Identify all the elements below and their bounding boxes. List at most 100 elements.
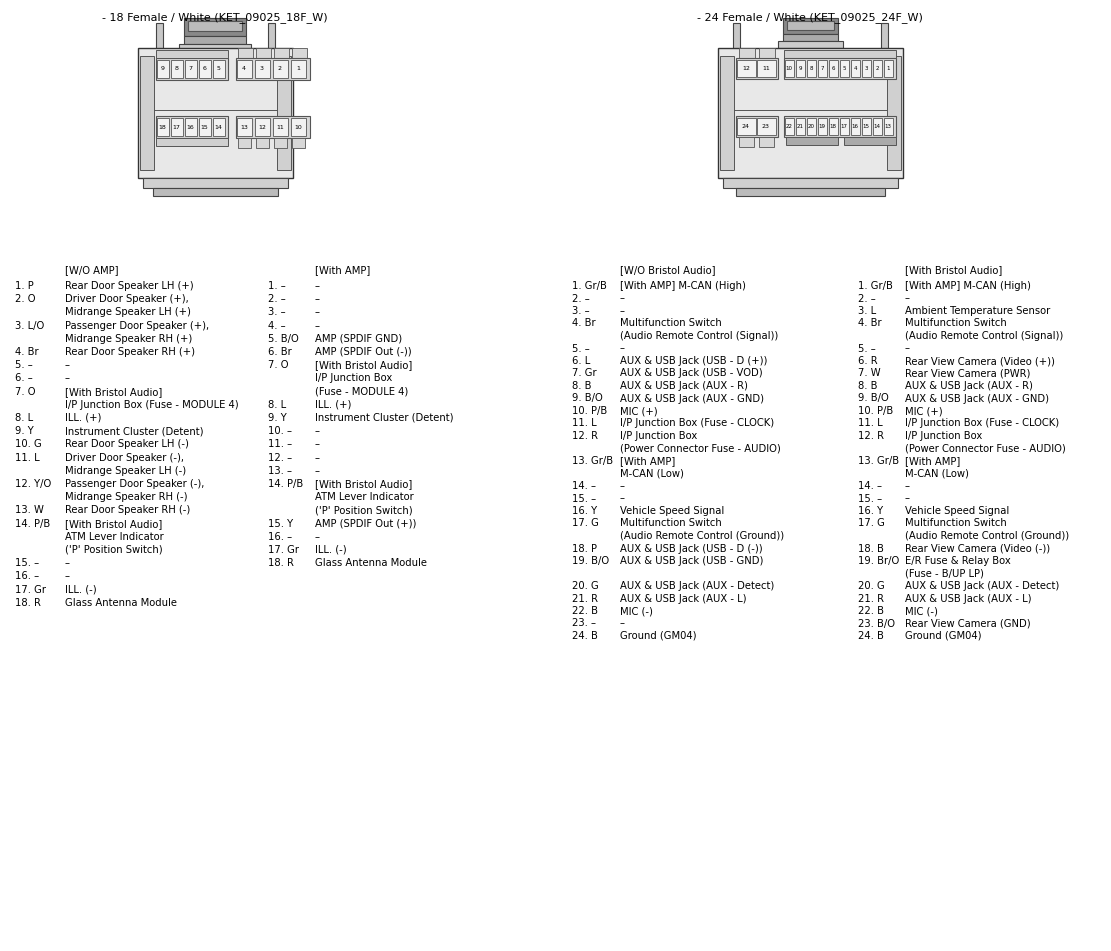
Text: 7: 7: [820, 66, 823, 71]
Text: [With AMP] M-CAN (High): [With AMP] M-CAN (High): [905, 281, 1031, 291]
Text: 8: 8: [174, 67, 179, 71]
Text: –: –: [905, 343, 910, 354]
Bar: [782, 34, 838, 41]
Text: Vehicle Speed Signal: Vehicle Speed Signal: [620, 506, 724, 516]
Text: Ground (GM04): Ground (GM04): [905, 631, 981, 641]
Text: AUX & USB Jack (AUX - GND): AUX & USB Jack (AUX - GND): [905, 394, 1049, 403]
Bar: [290, 119, 306, 136]
Text: 6: 6: [202, 67, 207, 71]
Text: 13. –: 13. –: [268, 466, 292, 476]
Text: [With AMP]: [With AMP]: [620, 456, 675, 466]
Text: (Audio Remote Control (Ground)): (Audio Remote Control (Ground)): [620, 531, 784, 541]
Bar: [199, 60, 210, 78]
Bar: [184, 119, 197, 136]
Text: 18: 18: [159, 125, 167, 130]
Text: [With Bristol Audio]: [With Bristol Audio]: [905, 265, 1002, 275]
Bar: [735, 188, 884, 196]
Text: 6. –: 6. –: [16, 374, 32, 383]
Text: 15. –: 15. –: [858, 494, 882, 503]
Bar: [254, 60, 270, 78]
Bar: [757, 119, 775, 135]
Text: 2: 2: [875, 66, 879, 71]
Bar: [718, 48, 902, 178]
Bar: [872, 119, 881, 135]
Text: –: –: [66, 360, 70, 370]
Bar: [212, 60, 224, 78]
Text: 7. O: 7. O: [16, 387, 36, 397]
Text: 5: 5: [217, 67, 220, 71]
Text: Rear View Camera (Video (+)): Rear View Camera (Video (+)): [905, 356, 1054, 366]
Text: 9. B/O: 9. B/O: [572, 394, 603, 403]
Text: 8. B: 8. B: [858, 381, 878, 391]
Bar: [237, 60, 251, 78]
Bar: [290, 60, 306, 78]
Text: Passenger Door Speaker (-),: Passenger Door Speaker (-),: [66, 479, 204, 489]
Text: 16. Y: 16. Y: [858, 506, 883, 516]
Text: AMP (SPDIF Out (+)): AMP (SPDIF Out (+)): [316, 518, 417, 529]
Text: 16: 16: [851, 125, 859, 129]
Text: 1: 1: [296, 67, 300, 71]
Bar: [238, 48, 252, 58]
Bar: [142, 178, 288, 188]
Text: 20. G: 20. G: [858, 581, 884, 591]
Text: 5: 5: [842, 66, 845, 71]
Text: [With AMP] M-CAN (High): [With AMP] M-CAN (High): [620, 281, 745, 291]
Text: 2. –: 2. –: [572, 294, 590, 303]
Text: Instrument Cluster (Detent): Instrument Cluster (Detent): [316, 413, 453, 423]
Bar: [140, 56, 153, 170]
Text: 14. P/B: 14. P/B: [268, 479, 303, 489]
Text: AUX & USB Jack (AUX - L): AUX & USB Jack (AUX - L): [905, 593, 1031, 604]
Text: 23: 23: [762, 125, 770, 129]
Text: 10: 10: [785, 66, 792, 71]
Text: AMP (SPDIF GND): AMP (SPDIF GND): [316, 334, 402, 344]
Bar: [273, 139, 287, 148]
Bar: [851, 60, 860, 77]
Bar: [735, 58, 778, 79]
Bar: [291, 139, 304, 148]
Bar: [156, 139, 228, 146]
Text: Midrange Speaker RH (-): Midrange Speaker RH (-): [66, 493, 188, 502]
Text: AUX & USB Jack (USB - VOD): AUX & USB Jack (USB - VOD): [620, 368, 762, 378]
Text: –: –: [66, 572, 70, 581]
Bar: [236, 116, 310, 139]
Text: AMP (SPDIF Out (-)): AMP (SPDIF Out (-)): [316, 347, 411, 357]
Text: 17: 17: [841, 125, 848, 129]
Text: 12. –: 12. –: [268, 453, 292, 462]
Text: 11: 11: [762, 66, 770, 71]
Bar: [156, 58, 228, 80]
Bar: [783, 50, 895, 58]
Bar: [170, 60, 182, 78]
Text: [W/O AMP]: [W/O AMP]: [66, 265, 119, 275]
Text: 9: 9: [160, 67, 164, 71]
Text: Vehicle Speed Signal: Vehicle Speed Signal: [905, 506, 1009, 516]
Text: 24: 24: [742, 125, 750, 129]
Text: AUX & USB Jack (AUX - R): AUX & USB Jack (AUX - R): [620, 381, 748, 391]
Text: 16. –: 16. –: [268, 532, 292, 542]
Text: Glass Antenna Module: Glass Antenna Module: [316, 558, 427, 568]
Text: (Audio Remote Control (Signal)): (Audio Remote Control (Signal)): [905, 331, 1063, 341]
Text: Midrange Speaker LH (+): Midrange Speaker LH (+): [66, 307, 191, 318]
Text: (Fuse - B/UP LP): (Fuse - B/UP LP): [905, 569, 984, 578]
Text: - 24 Female / White (KET_09025_24F_W): - 24 Female / White (KET_09025_24F_W): [697, 12, 923, 23]
Bar: [212, 119, 224, 136]
Bar: [254, 119, 270, 136]
Bar: [807, 119, 815, 135]
Text: Multifunction Switch: Multifunction Switch: [620, 319, 722, 328]
Text: 6. R: 6. R: [858, 356, 878, 366]
Text: MIC (+): MIC (+): [905, 406, 942, 416]
Text: 18: 18: [830, 125, 837, 129]
Text: E/R Fuse & Relay Box: E/R Fuse & Relay Box: [905, 556, 1011, 566]
Text: 4: 4: [242, 67, 246, 71]
Text: ILL. (-): ILL. (-): [66, 585, 97, 594]
Bar: [722, 178, 898, 188]
Text: 10. P/B: 10. P/B: [572, 406, 608, 416]
Text: 11. L: 11. L: [858, 418, 882, 429]
Text: I/P Junction Box: I/P Junction Box: [905, 431, 982, 441]
Text: MIC (-): MIC (-): [905, 606, 938, 616]
Bar: [735, 116, 778, 137]
Text: 1. P: 1. P: [16, 281, 33, 291]
Text: 11. –: 11. –: [268, 439, 292, 450]
Text: 21: 21: [797, 125, 803, 129]
Text: –: –: [66, 558, 70, 568]
Text: –: –: [620, 618, 625, 629]
